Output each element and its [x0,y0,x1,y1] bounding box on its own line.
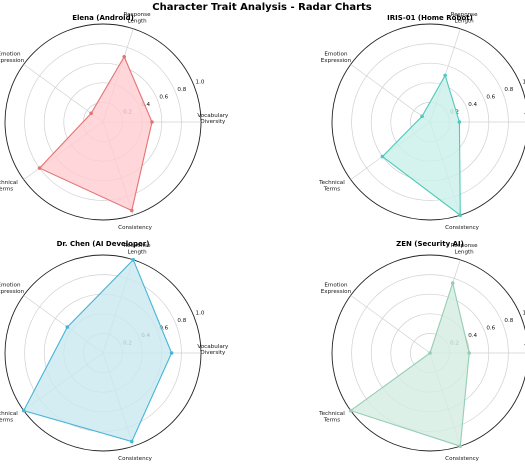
data-point-2 [450,281,455,285]
data-point-5 [458,213,463,218]
outer-frame [331,254,525,452]
series-area [381,74,461,217]
panel-title: Elena (Android) [72,14,134,22]
axis-label: Consistency [445,456,480,462]
radial-tick-label: 0.8 [177,318,186,324]
series-area [349,281,470,447]
data-point-1 [467,351,472,355]
radial-tick-label: 0.6 [486,94,495,100]
radial-tick-label: 0.4 [468,102,477,108]
outer-frame [331,23,525,221]
panel-title: IRIS-01 (Home Robot) [387,14,473,22]
radial-tick-label: 1.0 [523,310,525,316]
data-point-2 [131,257,136,262]
data-point-3 [428,351,432,355]
data-point-4 [348,408,353,413]
radial-tick-label: 1.0 [196,79,205,85]
data-point-5 [458,444,463,449]
spoke [350,295,431,354]
axis-label: Consistency [445,225,480,231]
panel-title: Dr. Chen (AI Developer) [57,240,150,248]
radial-tick-label: 1.0 [196,310,205,316]
radar-panel-1: 0.20.40.60.81.0VocabularyDiversityRespon… [0,12,229,231]
radar-panel-3: 0.20.40.60.81.0VocabularyDiversityRespon… [0,240,229,462]
data-point-1 [150,120,154,124]
axis-label: Response Length [451,12,478,24]
data-point-4 [37,166,42,170]
radial-tick-label: 0.4 [141,102,150,108]
data-point-1 [457,120,462,124]
data-point-2 [122,54,126,59]
data-point-3 [89,111,93,116]
data-point-3 [420,114,424,119]
axis-label: Consistency [118,456,153,462]
axis-label: Response Length [451,243,478,255]
data-point-4 [380,154,385,159]
radial-tick-label: 0.4 [468,333,477,339]
radial-tick-label: 0.6 [159,94,168,100]
radial-tick-label: 0.6 [159,325,168,331]
axis-label: Response Length [124,243,151,255]
spoke [350,64,431,123]
data-point-2 [443,73,447,78]
radial-tick-label: 0.8 [177,87,186,93]
data-point-4 [21,408,26,413]
radial-tick-label: 0.6 [486,325,495,331]
series-area [38,55,153,212]
data-point-3 [65,325,70,329]
series-area [22,258,173,443]
radar-panel-2: 0.20.40.60.81.0VocabularyDiversityRespon… [318,12,525,231]
axis-label: Consistency [118,225,153,231]
data-point-5 [129,439,134,444]
radial-tick-label: 1.0 [523,79,525,85]
radial-tick-label: 0.8 [504,318,513,324]
axis-label: Response Length [124,12,151,24]
data-point-1 [169,351,174,355]
radar-panel-4: 0.20.40.60.81.0VocabularyDiversityRespon… [318,240,525,462]
radial-tick-label: 0.8 [504,87,513,93]
data-point-5 [129,208,134,213]
panel-title: ZEN (Security AI) [396,240,464,248]
figure-title: Character Trait Analysis - Radar Charts [152,2,372,13]
